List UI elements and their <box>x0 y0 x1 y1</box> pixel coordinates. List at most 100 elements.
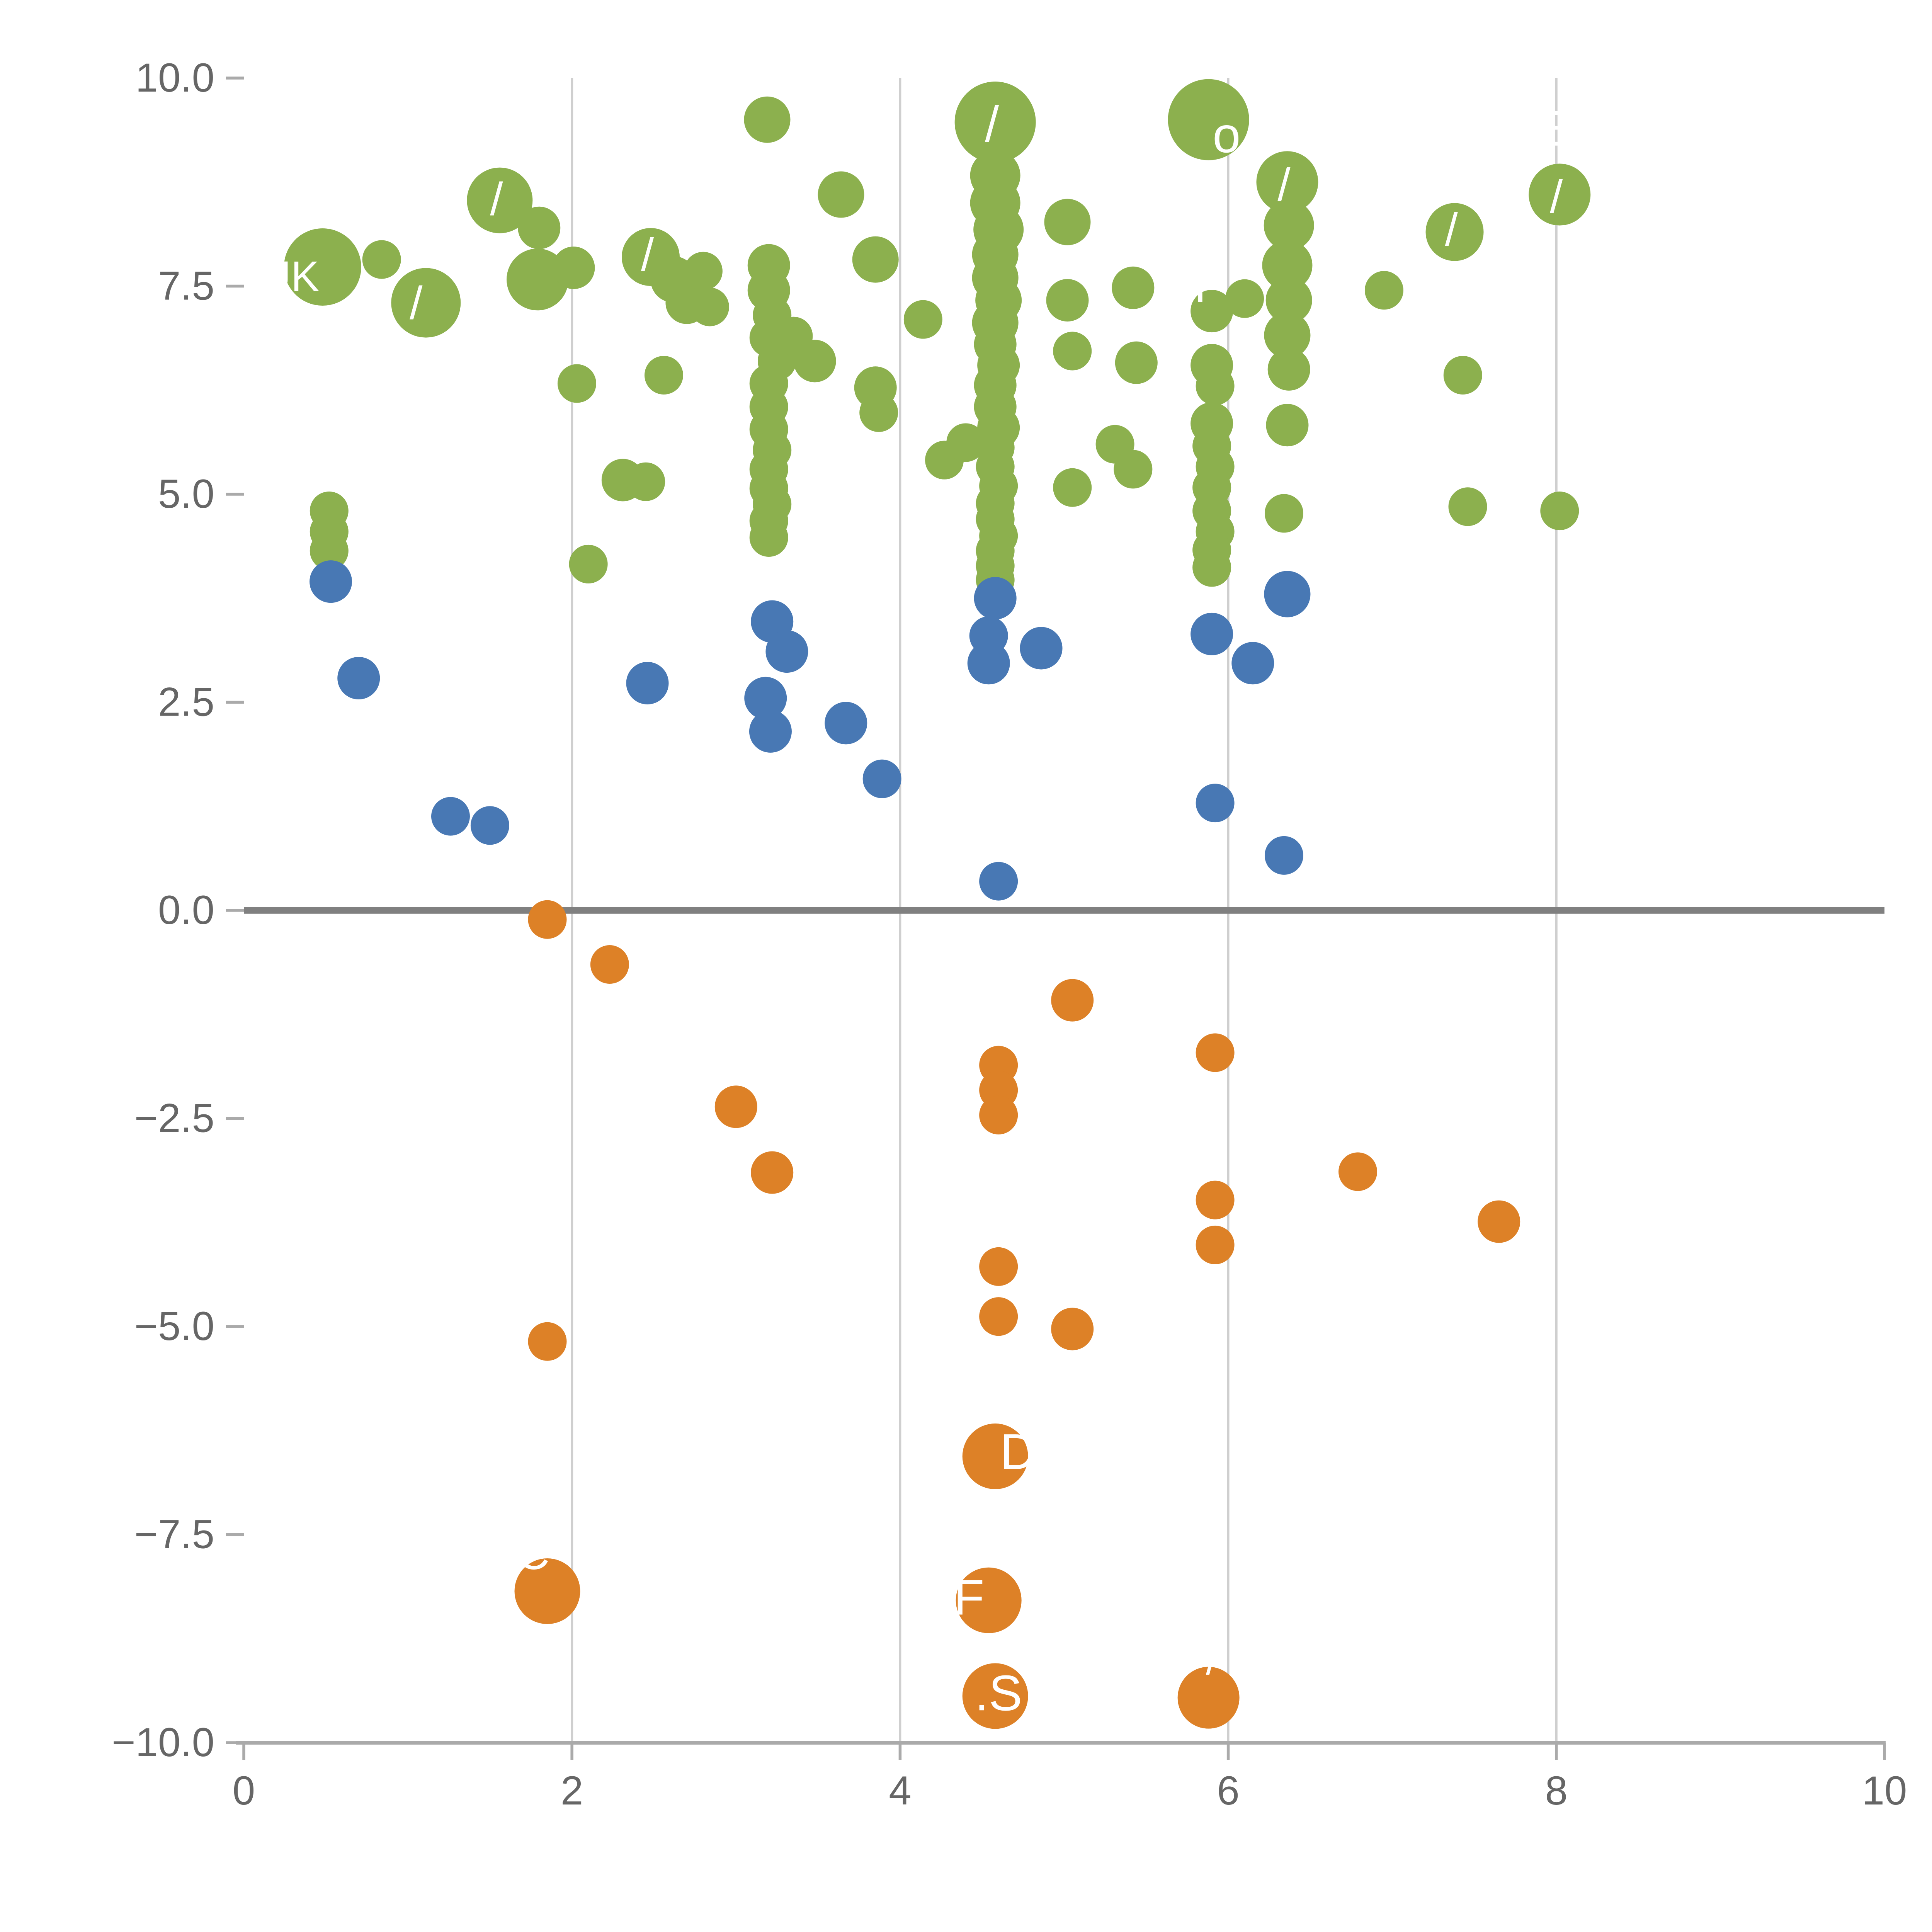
scatter-point-green <box>1540 492 1579 531</box>
scatter-point-orange <box>956 1567 1022 1633</box>
scatter-point-green <box>946 423 985 462</box>
scatter-point-green <box>954 82 1036 163</box>
scatter-point-green <box>552 247 595 289</box>
scatter-point-green <box>1192 548 1231 587</box>
bubble-label: D <box>1000 1423 1036 1480</box>
scatter-point-blue <box>1264 571 1311 617</box>
scatter-point-green <box>1267 348 1310 391</box>
scatter-point-green <box>859 393 898 432</box>
scatter-point-green <box>1264 312 1311 359</box>
scatter-point-green <box>1264 494 1303 533</box>
scatter-point-orange <box>514 1558 580 1624</box>
bubble-label: / <box>1550 171 1563 223</box>
scatter-point-blue <box>967 642 1010 685</box>
x-tick-label-2: 2 <box>561 1768 583 1813</box>
bubble-label: / <box>1206 1636 1218 1684</box>
scatter-point-green <box>467 167 533 233</box>
y-tick-label-5: 5.0 <box>158 471 214 517</box>
scatter-point-blue <box>749 710 792 753</box>
scatter-point-blue <box>1020 627 1063 670</box>
scatter-point-green <box>1115 341 1158 384</box>
scatter-point-orange <box>1478 1200 1520 1243</box>
bubble-label: / <box>410 277 423 329</box>
scatter-point-orange <box>590 945 629 984</box>
scatter-point-green <box>1256 151 1318 213</box>
y-tick-label-0: 0.0 <box>158 888 214 933</box>
x-tick-label-10: 10 <box>1862 1768 1907 1813</box>
scatter-point-blue <box>979 862 1018 901</box>
scatter-point-orange <box>979 1297 1018 1336</box>
scatter-point-green <box>749 518 788 557</box>
scatter-point-orange <box>1051 979 1094 1022</box>
scatter-point-green <box>362 240 401 279</box>
scatter-point-green <box>793 340 836 383</box>
scatter-point-green <box>1053 332 1092 371</box>
scatter-point-blue <box>825 702 867 745</box>
scatter-point-green <box>744 96 791 143</box>
scatter-point-green <box>1448 487 1487 526</box>
scatter-point-orange <box>1338 1152 1378 1191</box>
scatter-point-blue <box>744 677 787 719</box>
scatter-point-orange <box>528 1322 567 1361</box>
scatter-point-green <box>1529 163 1591 226</box>
y-tick-label-10: 10.0 <box>136 55 214 100</box>
bubble-label: M <box>1165 257 1206 313</box>
scatter-point-green <box>644 355 683 395</box>
scatter-point-green <box>1262 240 1313 291</box>
scatter-point-orange <box>1051 1308 1094 1350</box>
scatter-point-green <box>903 300 942 339</box>
scatter-point-green <box>1364 271 1403 310</box>
scatter-point-orange <box>751 1151 794 1194</box>
scatter-point-orange <box>979 1247 1018 1286</box>
scatter-point-green <box>818 171 864 218</box>
scatter-point-orange <box>1177 1667 1240 1729</box>
x-tick-label-6: 6 <box>1217 1768 1239 1813</box>
bubble-label: UK <box>260 253 319 300</box>
scatter-point-orange <box>979 1095 1018 1134</box>
bubble-label: / <box>985 96 999 152</box>
scatter-point-orange <box>962 1663 1028 1729</box>
bubble-label: E <box>1536 100 1570 156</box>
scatter-point-blue <box>765 630 808 673</box>
scatter-point-orange <box>1196 1225 1235 1264</box>
scatter-point-blue <box>862 759 901 798</box>
scatter-point-orange <box>714 1085 757 1128</box>
scatter-point-green <box>1046 279 1089 322</box>
scatter-point-blue <box>1196 784 1235 823</box>
y-tick-label--5: −5.0 <box>134 1304 214 1349</box>
x-tick-label-4: 4 <box>889 1768 911 1813</box>
scatter-point-blue <box>431 797 470 836</box>
x-tick-label-8: 8 <box>1545 1768 1568 1813</box>
scatter-point-green <box>1196 366 1235 405</box>
scatter-point-blue <box>1264 836 1303 875</box>
scatter-point-green <box>1425 203 1484 261</box>
scatter-point-green <box>518 206 561 249</box>
bubble-label: DC <box>483 1527 549 1579</box>
scatter-point-orange <box>962 1423 1028 1490</box>
scatter-point-green <box>1266 404 1309 447</box>
scatter-point-orange <box>1196 1180 1235 1219</box>
scatter-point-blue <box>1190 612 1233 655</box>
scatter-point-green <box>1112 266 1155 309</box>
y-tick-label-7.5: 7.5 <box>158 264 214 309</box>
bubble-label: F <box>954 1569 984 1626</box>
scatter-point-green <box>1044 199 1091 245</box>
x-tick-label-0: 0 <box>233 1768 255 1813</box>
scatter-point-blue <box>470 806 509 845</box>
scatter-point-green <box>1168 79 1249 160</box>
scatter-point-blue <box>1231 642 1274 685</box>
scatter-point-green <box>1265 277 1312 324</box>
scatter-point-green <box>1053 468 1092 507</box>
scatter-point-blue <box>626 662 669 704</box>
scatter-point-orange <box>1196 1033 1235 1072</box>
scatter-point-green <box>690 287 729 327</box>
bubble-label: / <box>1445 204 1458 256</box>
scatter-point-green <box>557 364 596 403</box>
scatter-point-blue <box>310 560 352 603</box>
scatter-point-green <box>1443 355 1482 395</box>
scatter-point-green <box>310 531 349 570</box>
bubble-label: .S <box>975 1665 1022 1721</box>
y-tick-label--7.5: −7.5 <box>134 1512 214 1557</box>
